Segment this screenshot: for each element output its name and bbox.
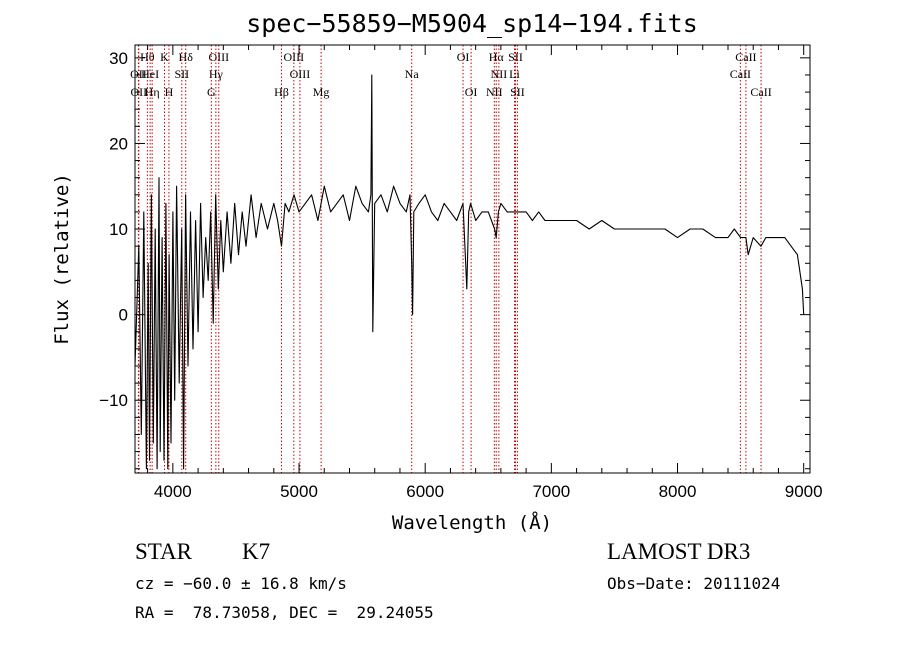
marker-label-19: Hα — [489, 50, 505, 64]
y-tick-label-1: 20 — [109, 134, 128, 153]
marker-label-5: K — [160, 50, 169, 64]
marker-label-3: HeI — [141, 67, 159, 81]
marker-label-10: Hγ — [209, 67, 224, 81]
marker-label-6: SII — [174, 67, 189, 81]
x-axis-label: Wavelength (Å) — [392, 511, 552, 534]
y-axis-label: Flux (relative) — [51, 173, 73, 345]
marker-label-7: H — [165, 85, 174, 99]
x-tick-label-2: 6000 — [406, 482, 444, 501]
marker-label-18: OI — [465, 85, 478, 99]
x-tick-label-5: 9000 — [785, 482, 823, 501]
marker-label-26: CaII — [730, 67, 751, 81]
marker-label-24: SII — [510, 85, 525, 99]
obs-date-text: Obs−Date: 20111024 — [607, 574, 781, 593]
object-subclass: K7 — [242, 539, 271, 564]
marker-label-23: NII — [486, 85, 503, 99]
y-tick-label-4: −10 — [99, 391, 128, 410]
y-tick-label-3: 0 — [119, 306, 128, 325]
marker-label-17: OI — [457, 50, 470, 64]
marker-label-12: Hβ — [274, 85, 289, 99]
marker-label-0: Hθ — [140, 50, 155, 64]
x-tick-label-1: 5000 — [280, 482, 318, 501]
marker-label-15: Mg — [313, 85, 330, 99]
marker-label-11: G — [207, 85, 216, 99]
marker-label-27: CaII — [750, 85, 771, 99]
marker-label-4: Hη — [145, 85, 160, 99]
plot-frame — [134, 44, 811, 474]
x-tick-label-4: 8000 — [659, 482, 697, 501]
spectrum-series — [134, 74, 805, 470]
x-tick-label-0: 4000 — [154, 482, 192, 501]
marker-label-25: CaII — [735, 50, 756, 64]
redshift-text: cz = −60.0 ± 16.8 km/s — [135, 574, 347, 593]
axes: 4000 5000 6000 7000 8000 9000 30 20 10 0 −10 — [99, 45, 823, 501]
coordinates-text: RA = 78.73058, DEC = 29.24055 — [135, 603, 434, 622]
object-class: STAR — [135, 539, 192, 564]
marker-label-14: OIII — [290, 67, 311, 81]
marker-label-16: Na — [405, 67, 420, 81]
marker-label-21: NII — [491, 67, 508, 81]
line-markers: HθOIIOIIHeIHηKSIIHHδOIIIHγGHβOIIIOIIIMgN… — [130, 45, 772, 473]
marker-label-9: OIII — [208, 50, 229, 64]
series-line-flux — [134, 74, 805, 470]
marker-label-8: Hδ — [179, 50, 194, 64]
chart-title: spec−55859−M5904_sp14−194.fits — [246, 9, 698, 38]
marker-label-13: OIII — [284, 50, 305, 64]
y-tick-label-0: 30 — [109, 49, 128, 68]
marker-label-22: Li — [509, 67, 520, 81]
y-tick-label-2: 10 — [109, 220, 128, 239]
x-tick-label-3: 7000 — [532, 482, 570, 501]
marker-label-20: SII — [508, 50, 523, 64]
survey-name: LAMOST DR3 — [607, 539, 751, 564]
